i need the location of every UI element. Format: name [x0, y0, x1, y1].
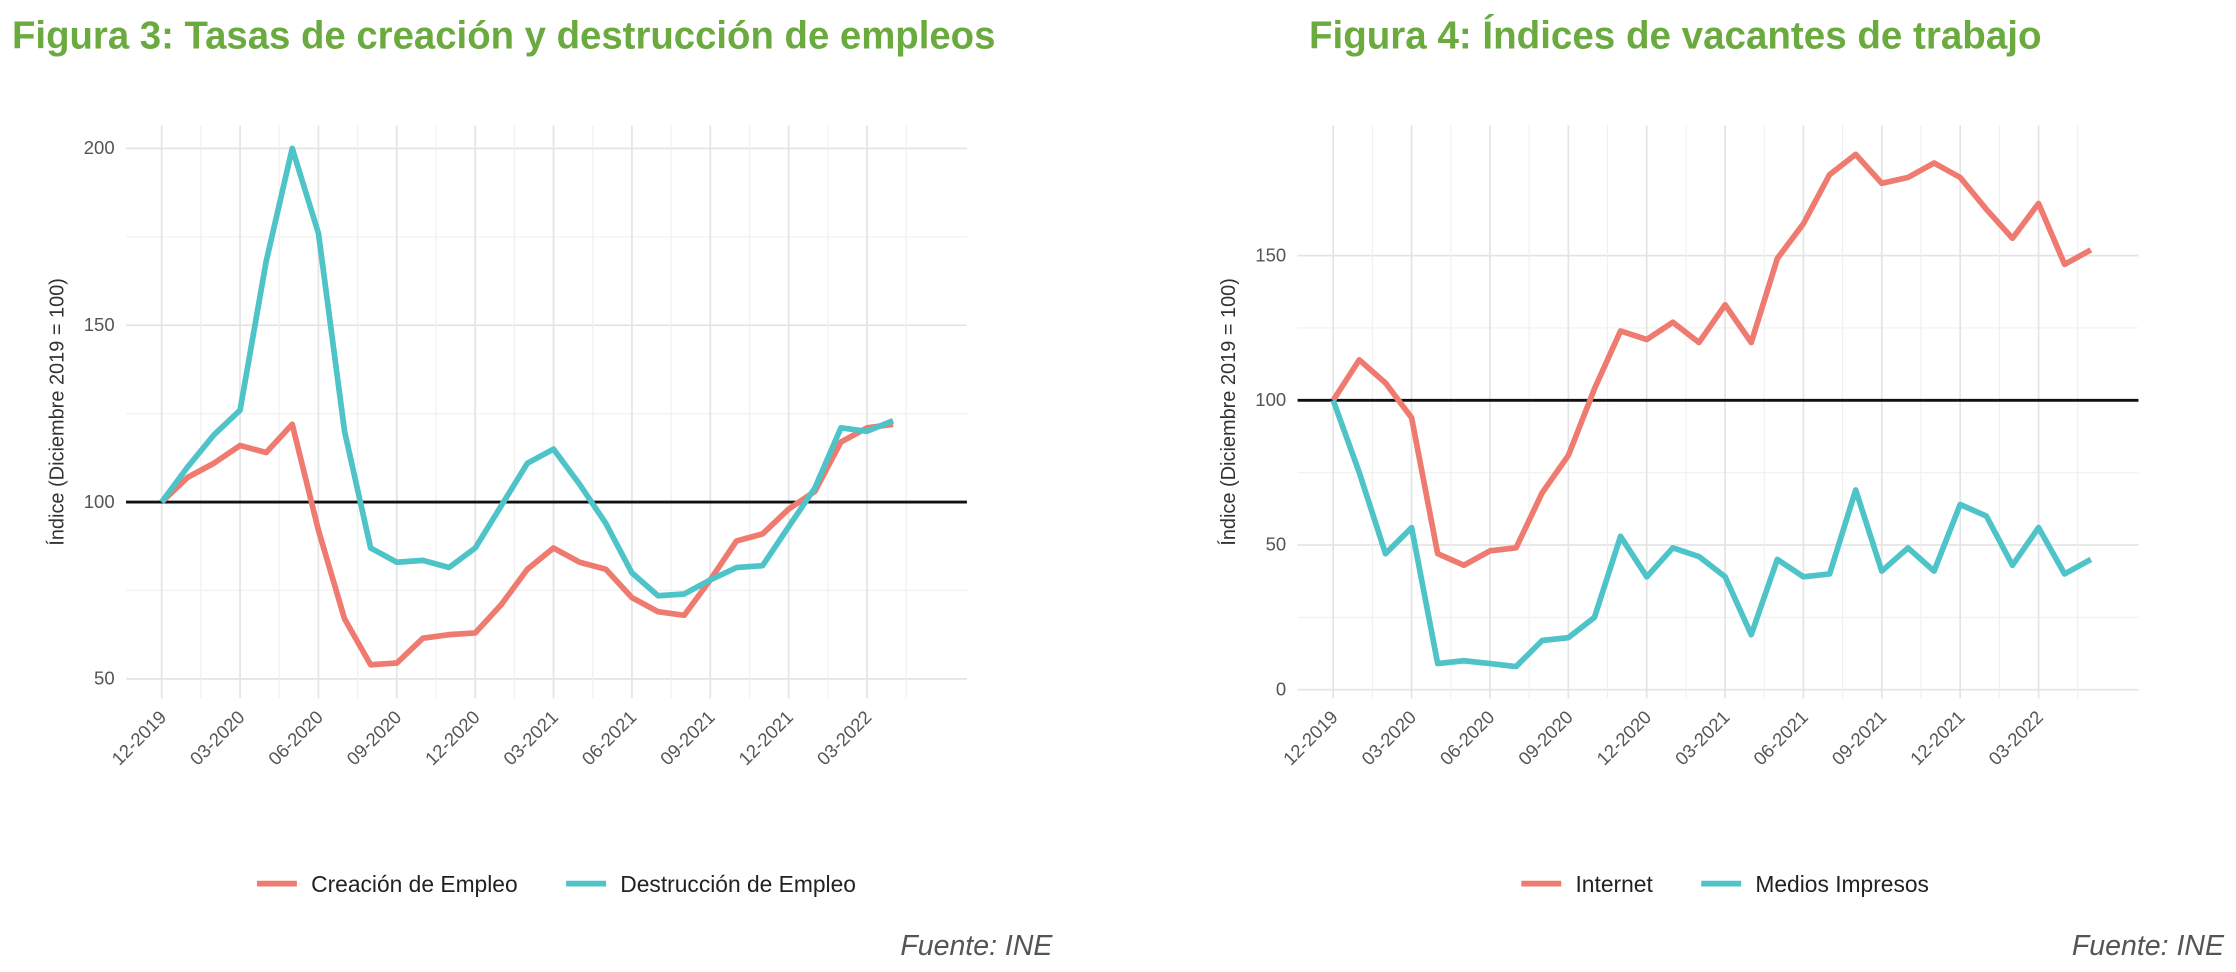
- chart-title: Figura 3: Tasas de creación y destrucció…: [12, 14, 995, 57]
- series-line: [1330, 399, 2093, 670]
- series-line: [159, 421, 894, 668]
- y-tick-label: 150: [84, 314, 115, 335]
- source-note: Fuente: INE: [2072, 930, 2225, 962]
- y-tick-label: 100: [84, 491, 115, 512]
- y-tick-label: 200: [84, 137, 115, 158]
- y-axis-title: Índice (Diciembre 2019 = 100): [1217, 278, 1240, 546]
- y-tick-label: 0: [1276, 678, 1286, 699]
- legend-label: Medios Impresos: [1755, 871, 1929, 897]
- legend-label: Creación de Empleo: [311, 871, 518, 897]
- y-axis-title: Índice (Diciembre 2019 = 100): [45, 278, 68, 546]
- legend-label: Internet: [1575, 871, 1653, 897]
- y-tick-label: 100: [1255, 389, 1286, 410]
- y-tick-label: 50: [1266, 534, 1287, 555]
- source-note: Fuente: INE: [900, 930, 1053, 962]
- chart-title: Figura 4: Índices de vacantes de trabajo: [1309, 13, 2042, 57]
- legend-label: Destrucción de Empleo: [620, 871, 856, 897]
- y-tick-label: 50: [94, 668, 115, 689]
- legend: Internet Medios Impresos: [1521, 871, 1929, 897]
- series-line: [159, 145, 895, 599]
- series-line: [1330, 151, 2093, 569]
- y-tick-label: 150: [1255, 244, 1286, 265]
- legend: Creación de Empleo Destrucción de Empleo: [256, 871, 856, 897]
